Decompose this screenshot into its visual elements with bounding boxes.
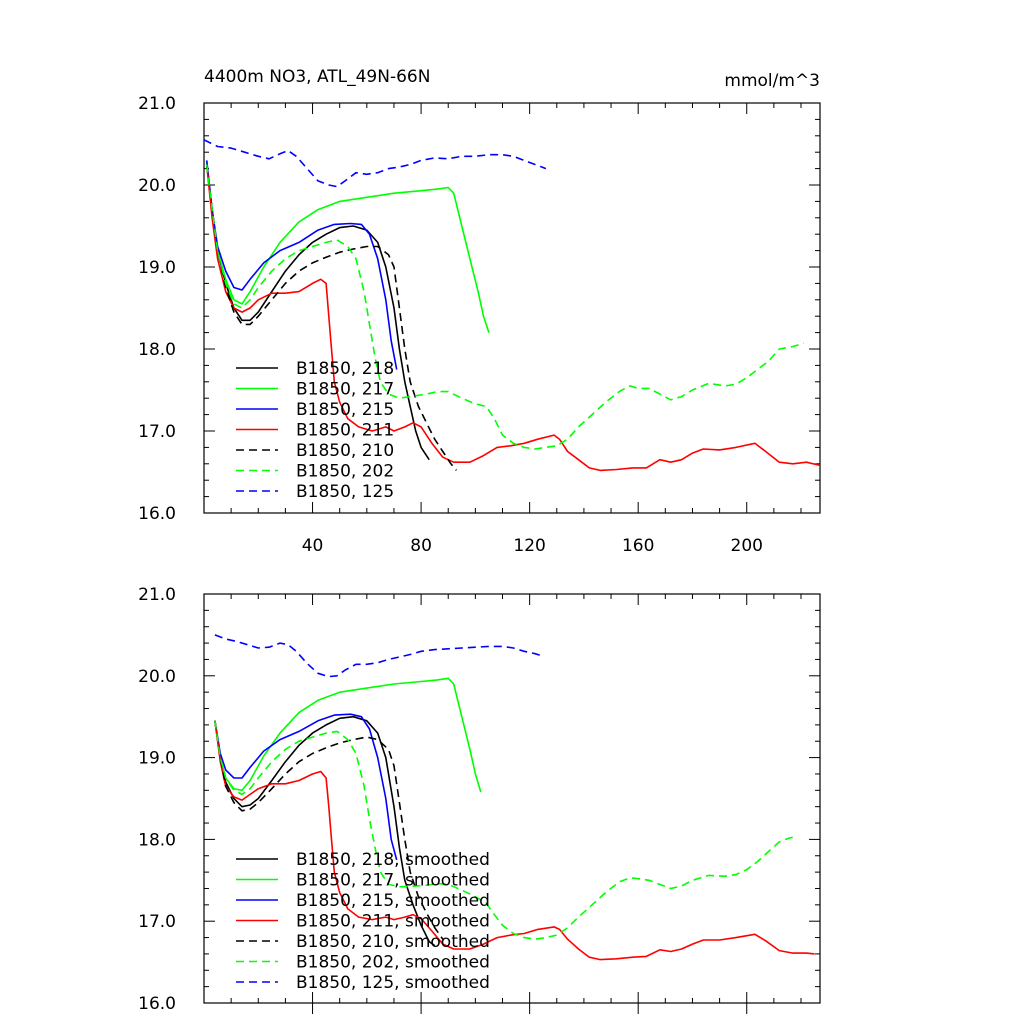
chart-panel-top: 4400m NO3, ATL_49N-66N mmol/m^3 40 80 120 1…: [138, 67, 821, 556]
plot-frame: [203, 102, 821, 514]
series-line-5: [214, 720, 796, 941]
units-label: mmol/m^3: [724, 71, 820, 91]
y-tick-label: 18.0: [138, 340, 176, 360]
y-tick-label: 17.0: [138, 912, 176, 932]
legend-label: B1850, 217: [296, 380, 394, 400]
chart-title: 4400m NO3, ATL_49N-66N: [204, 67, 430, 87]
y-tick-label: 20.0: [138, 667, 176, 687]
legend-label: B1850, 202, smoothed: [296, 953, 490, 973]
y-tick-label: 17.0: [138, 422, 176, 442]
y-tick-label: 16.0: [138, 994, 176, 1014]
series-line-3: [214, 720, 815, 961]
legend-label: B1850, 125: [296, 482, 394, 502]
y-tick-label: 16.0: [138, 504, 176, 524]
legend-label: B1850, 215: [296, 400, 394, 420]
legend-label: B1850, 202: [296, 462, 394, 482]
x-tick-label: 80: [410, 536, 432, 556]
series-line-3: [205, 164, 820, 472]
plot-frame: [203, 593, 821, 1004]
series-line-0: [214, 715, 436, 947]
chart-panel-bottom: 16.0 17.0 18.0 19.0 20.0 21.0 B1850, 218, smoo…: [138, 585, 821, 1014]
y-tick-label: 19.0: [138, 749, 176, 769]
legend-label: B1850, 125, smoothed: [296, 973, 490, 993]
legend-label: B1850, 210, smoothed: [296, 932, 490, 952]
legend-label: B1850, 217, smoothed: [296, 871, 490, 891]
legend-label: B1850, 215, smoothed: [296, 891, 490, 911]
y-tick-label: 20.0: [138, 176, 176, 196]
y-tick-label: 21.0: [138, 94, 176, 114]
y-tick-label: 18.0: [138, 830, 176, 850]
series-line-1: [205, 160, 490, 333]
x-tick-label: 40: [302, 536, 324, 556]
legend-label: B1850, 218: [296, 359, 394, 379]
series-line-2: [205, 160, 398, 370]
legend-label: B1850, 211, smoothed: [296, 912, 490, 932]
series-line-4: [214, 720, 444, 940]
series-line-1: [214, 677, 482, 793]
series-line-2: [214, 713, 398, 861]
y-tick-label: 19.0: [138, 258, 176, 278]
x-tick-label: 120: [513, 536, 545, 556]
series-line-6: [214, 634, 541, 678]
legend-label: B1850, 211: [296, 421, 394, 441]
y-tick-label: 21.0: [138, 585, 176, 605]
legend-label: B1850, 210: [296, 441, 394, 461]
legend-label: B1850, 218, smoothed: [296, 850, 490, 870]
series-line-6: [204, 139, 547, 188]
x-tick-label: 200: [731, 536, 763, 556]
series-line-5: [205, 164, 804, 450]
series-line-4: [205, 164, 458, 471]
x-tick-label: 160: [622, 536, 654, 556]
